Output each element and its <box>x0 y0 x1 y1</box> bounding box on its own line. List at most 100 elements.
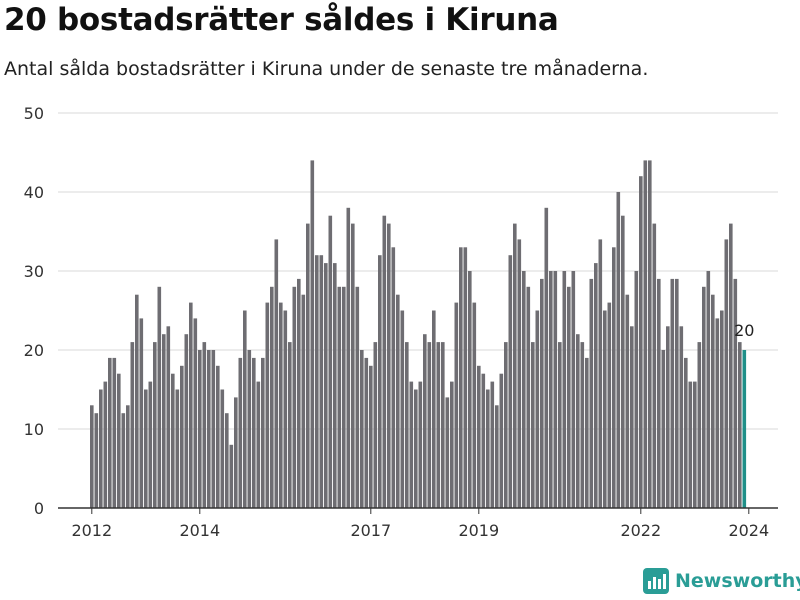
bar <box>117 373 121 508</box>
bar <box>153 342 157 508</box>
bar <box>576 334 580 508</box>
bar <box>504 342 508 508</box>
bar <box>292 286 297 508</box>
bar <box>130 342 135 508</box>
bar <box>355 286 360 508</box>
bar <box>279 302 283 508</box>
bar <box>612 247 616 509</box>
x-tick-label: 2014 <box>179 521 220 540</box>
bar <box>549 271 553 508</box>
bar <box>490 381 495 508</box>
bar <box>594 263 598 508</box>
bar <box>144 389 148 508</box>
bar <box>468 271 472 508</box>
bar <box>247 350 252 508</box>
bar <box>211 350 216 508</box>
bar <box>193 318 198 508</box>
bar <box>243 310 247 508</box>
bar <box>135 294 139 508</box>
x-tick-label: 2019 <box>458 521 499 540</box>
bar <box>472 302 477 508</box>
bar <box>531 342 535 508</box>
bar <box>666 326 670 508</box>
last-value-label: 20 <box>734 321 754 340</box>
x-tick-label: 2024 <box>728 521 769 540</box>
bar <box>139 318 144 508</box>
bar <box>108 357 112 508</box>
bar <box>526 286 531 508</box>
bar <box>535 310 540 508</box>
bar <box>715 318 720 508</box>
bar <box>423 334 427 508</box>
bar <box>499 373 504 508</box>
bar <box>409 381 414 508</box>
bar <box>324 263 328 508</box>
bar <box>670 278 675 508</box>
bar <box>513 223 517 508</box>
y-tick-label: 10 <box>24 420 44 439</box>
bar <box>616 192 621 508</box>
bar <box>121 413 126 508</box>
bar <box>697 342 702 508</box>
bar <box>400 310 405 508</box>
y-tick-label: 40 <box>24 183 44 202</box>
bar <box>166 326 171 508</box>
bar <box>652 223 657 508</box>
bar <box>639 176 643 508</box>
bar <box>711 294 715 508</box>
bar <box>184 334 189 508</box>
bar <box>364 357 369 508</box>
bar <box>571 271 576 508</box>
bar <box>558 342 562 508</box>
bar <box>634 271 639 508</box>
bar <box>306 223 310 508</box>
bar <box>661 350 666 508</box>
newsworthy-logo: Newsworthy <box>643 568 800 594</box>
bar <box>580 342 585 508</box>
bar <box>454 302 459 508</box>
chart-subtitle: Antal sålda bostadsrätter i Kiruna under… <box>4 58 649 80</box>
bar <box>90 405 94 508</box>
bar <box>310 160 315 508</box>
bar <box>198 350 202 508</box>
bar <box>445 397 450 508</box>
bar <box>342 286 346 508</box>
bar <box>517 239 522 508</box>
brand-name: Newsworthy <box>675 570 800 592</box>
bar <box>373 342 378 508</box>
bar <box>729 223 733 508</box>
bar <box>720 310 724 508</box>
bar <box>252 357 256 508</box>
bar <box>427 342 432 508</box>
bar <box>315 255 319 508</box>
bar <box>684 357 688 508</box>
axes: 0 10 20 30 40 50 2012 2014 2017 2019 2022 2024 20 <box>24 104 778 540</box>
bar <box>441 342 445 508</box>
bars <box>90 160 747 509</box>
bar <box>562 271 567 508</box>
bar <box>621 215 625 508</box>
bar <box>567 286 571 508</box>
bar <box>540 278 544 508</box>
bar <box>693 381 697 508</box>
y-tick-label: 0 <box>34 499 44 518</box>
bar <box>337 286 342 508</box>
bar <box>733 278 738 508</box>
bar <box>688 381 693 508</box>
highlight-bar <box>742 350 747 508</box>
bar <box>288 342 292 508</box>
bar <box>351 223 355 508</box>
bar <box>301 294 306 508</box>
newsworthy-logo-icon <box>643 568 669 594</box>
bar <box>103 381 108 508</box>
bar <box>126 405 130 508</box>
bar <box>387 223 391 508</box>
bar <box>436 342 441 508</box>
x-tick-label: 2017 <box>350 521 391 540</box>
bar <box>702 286 706 508</box>
bar <box>189 302 193 508</box>
gridlines <box>58 112 778 430</box>
bar <box>495 405 499 508</box>
bar <box>283 310 288 508</box>
bar <box>94 413 99 508</box>
